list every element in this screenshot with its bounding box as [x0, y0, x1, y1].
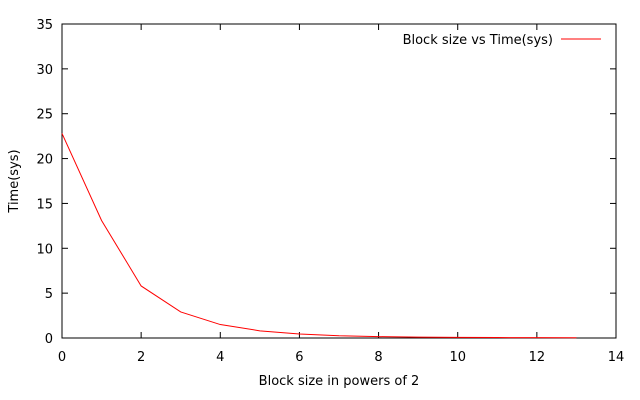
y-tick-label: 35 [36, 18, 53, 33]
legend-label: Block size vs Time(sys) [403, 33, 553, 48]
series-layer [61, 133, 577, 339]
x-tick-label: 4 [216, 350, 224, 365]
y-tick-label: 25 [36, 108, 53, 123]
x-tick-label: 0 [58, 350, 66, 365]
x-tick-label: 14 [608, 350, 625, 365]
y-axis: 0 5 10 15 20 25 30 35 [36, 18, 616, 347]
x-tick-label: 2 [137, 350, 145, 365]
x-tick-label: 10 [449, 350, 466, 365]
x-axis-label: Block size in powers of 2 [259, 374, 420, 389]
y-tick-label: 5 [45, 287, 53, 302]
y-tick-label: 15 [36, 197, 53, 212]
plot-frame [61, 23, 617, 339]
x-tick-label: 8 [374, 350, 382, 365]
y-tick-label: 20 [36, 153, 53, 168]
x-tick-label: 6 [295, 350, 303, 365]
y-tick-label: 0 [45, 332, 53, 347]
y-tick-label: 30 [36, 63, 53, 78]
y-tick-label: 10 [36, 242, 53, 257]
series-line [61, 133, 577, 339]
x-tick-label: 12 [529, 350, 546, 365]
x-axis: 0 2 4 6 8 10 12 14 [58, 24, 624, 365]
y-axis-label: Time(sys) [7, 149, 22, 213]
legend: Block size vs Time(sys) [403, 33, 601, 48]
